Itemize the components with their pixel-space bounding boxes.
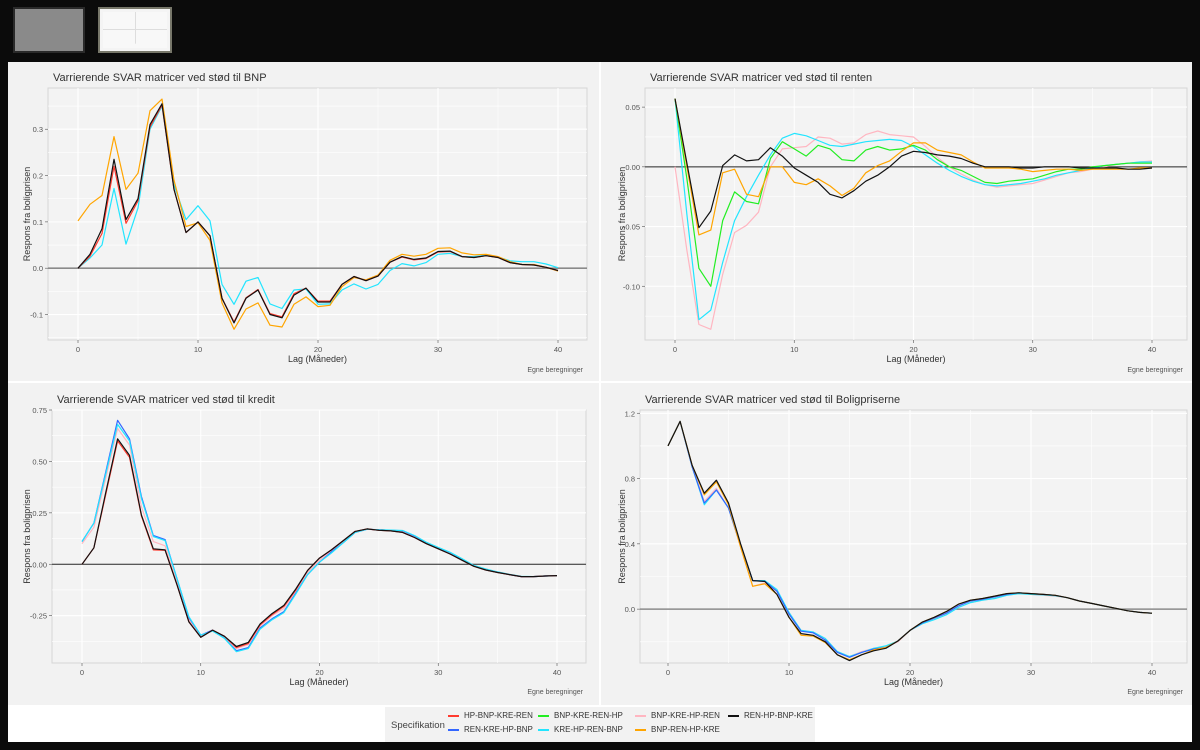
- plot-canvas: [8, 62, 1192, 705]
- legend-title: Specifikation: [391, 720, 445, 731]
- legend-item: HP-BNP-KRE-REN: [448, 711, 533, 720]
- legend-label: REN-KRE-HP-BNP: [464, 725, 533, 734]
- legend-swatch: [728, 714, 739, 717]
- legend-swatch: [635, 728, 646, 731]
- legend-swatch: [538, 714, 549, 717]
- legend-swatch: [538, 728, 549, 731]
- legend-swatch: [448, 728, 459, 731]
- legend-item: REN-KRE-HP-BNP: [448, 725, 533, 734]
- legend-item: BNP-KRE-REN-HP: [538, 711, 623, 720]
- legend-item: REN-HP-BNP-KRE: [728, 711, 813, 720]
- legend-label: KRE-HP-REN-BNP: [554, 725, 623, 734]
- legend-label: BNP-KRE-REN-HP: [554, 711, 623, 720]
- legend-item: BNP-KRE-HP-REN: [635, 711, 720, 720]
- thumbnail-four-panel-plot[interactable]: [98, 7, 172, 53]
- legend-label: BNP-REN-HP-KRE: [651, 725, 720, 734]
- legend-label: BNP-KRE-HP-REN: [651, 711, 720, 720]
- legend-label: HP-BNP-KRE-REN: [464, 711, 533, 720]
- legend-label: REN-HP-BNP-KRE: [744, 711, 813, 720]
- legend-swatch: [635, 714, 646, 717]
- legend: Specifikation HP-BNP-KRE-REN REN-KRE-HP-B…: [385, 707, 815, 742]
- thumbnail-preview: [103, 12, 167, 48]
- legend-item: KRE-HP-REN-BNP: [538, 725, 623, 734]
- legend-swatch: [448, 714, 459, 717]
- legend-item: BNP-REN-HP-KRE: [635, 725, 720, 734]
- thumbnail-blank-plot[interactable]: [13, 7, 85, 53]
